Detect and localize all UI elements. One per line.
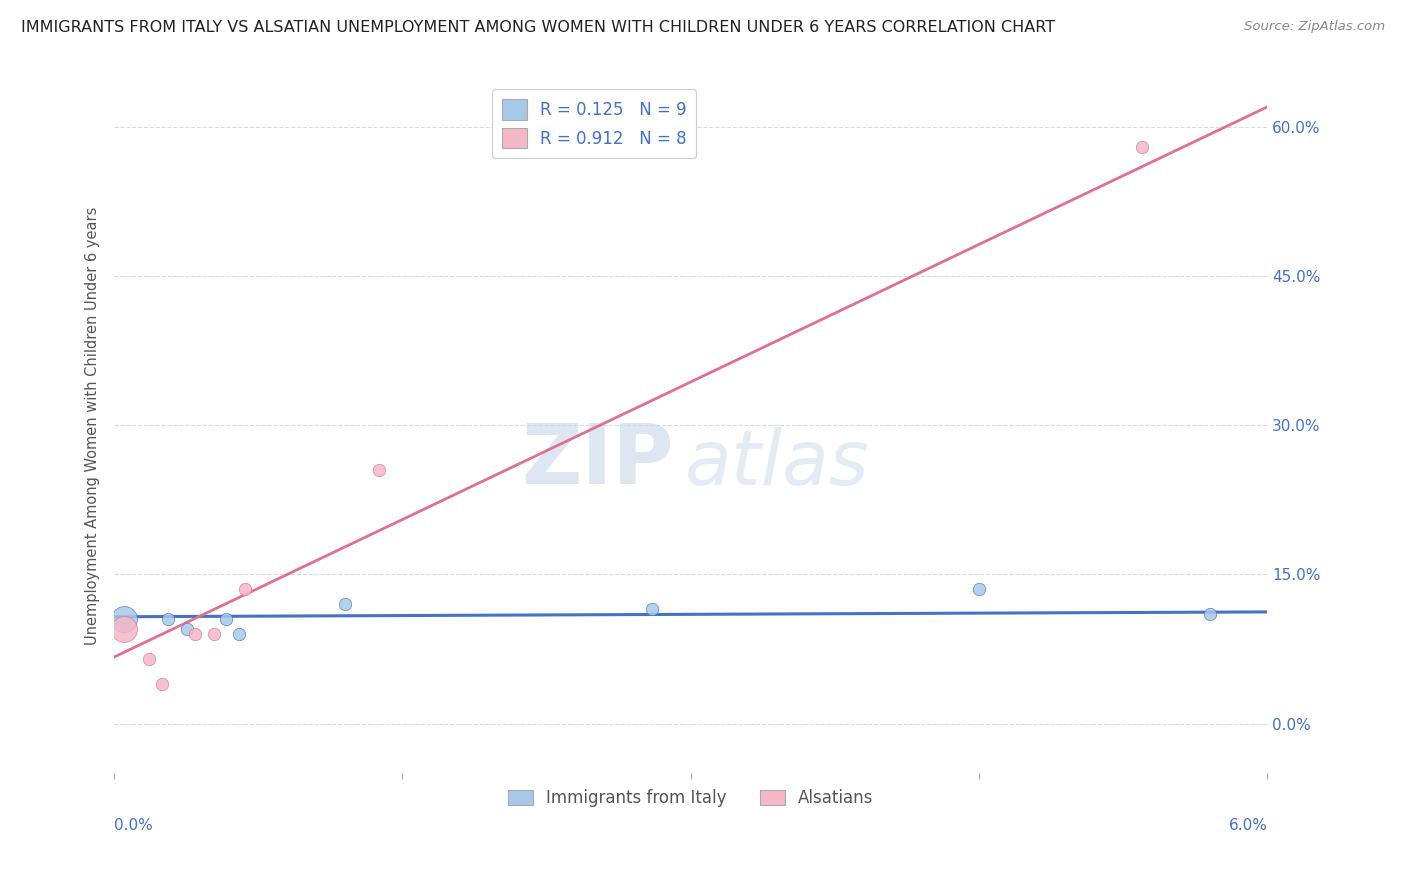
Point <box>233 582 256 597</box>
Point <box>176 622 198 636</box>
Point <box>202 627 225 641</box>
Text: Source: ZipAtlas.com: Source: ZipAtlas.com <box>1244 20 1385 33</box>
Legend: Immigrants from Italy, Alsatians: Immigrants from Italy, Alsatians <box>501 782 880 814</box>
Point <box>641 602 664 616</box>
Point <box>1198 607 1220 622</box>
Text: 0.0%: 0.0% <box>114 818 153 833</box>
Point <box>156 612 179 626</box>
Point <box>333 597 356 611</box>
Point <box>184 627 207 641</box>
Point <box>368 463 391 477</box>
Point <box>1132 140 1154 154</box>
Point <box>138 652 160 666</box>
Text: atlas: atlas <box>685 426 869 500</box>
Point <box>112 622 135 636</box>
Text: 6.0%: 6.0% <box>1229 818 1267 833</box>
Point <box>112 612 135 626</box>
Point <box>214 612 236 626</box>
Point <box>967 582 990 597</box>
Point <box>228 627 250 641</box>
Text: IMMIGRANTS FROM ITALY VS ALSATIAN UNEMPLOYMENT AMONG WOMEN WITH CHILDREN UNDER 6: IMMIGRANTS FROM ITALY VS ALSATIAN UNEMPL… <box>21 20 1056 35</box>
Y-axis label: Unemployment Among Women with Children Under 6 years: Unemployment Among Women with Children U… <box>86 206 100 645</box>
Point <box>150 677 173 691</box>
Text: ZIP: ZIP <box>522 419 673 500</box>
